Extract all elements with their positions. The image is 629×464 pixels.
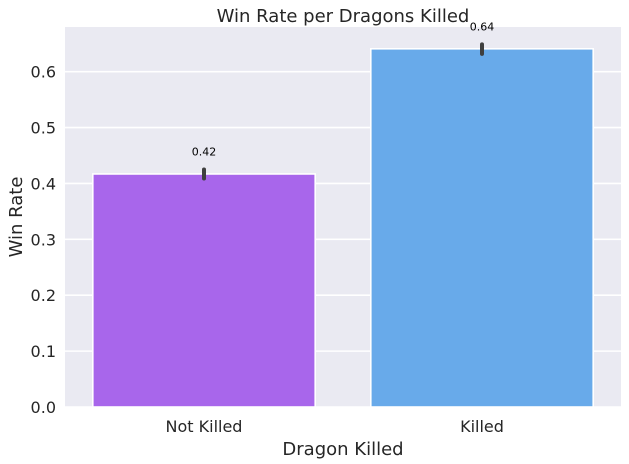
- x-tick-label: Killed: [460, 417, 504, 436]
- y-tick-labels: 0.0 0.1 0.2 0.3 0.4 0.5 0.6: [31, 63, 56, 417]
- error-bars: [202, 42, 484, 181]
- bar: [92, 173, 316, 408]
- y-tick-label: 0.3: [31, 230, 56, 249]
- x-axis-label: Dragon Killed: [282, 439, 403, 460]
- bar: [369, 47, 594, 408]
- data-label: 0.42: [192, 146, 217, 159]
- bars: [92, 47, 594, 408]
- y-tick-label: 0.4: [31, 174, 56, 193]
- y-tick-label: 0.6: [31, 63, 56, 82]
- y-tick-label: 0.0: [31, 398, 56, 417]
- y-axis-label: Win Rate: [6, 177, 27, 258]
- data-labels: 0.42 0.64: [192, 20, 495, 158]
- x-tick-label: Not Killed: [166, 417, 243, 436]
- y-tick-label: 0.5: [31, 119, 56, 138]
- data-label: 0.64: [470, 20, 495, 33]
- x-tick-labels: Not Killed Killed: [166, 417, 504, 436]
- y-tick-label: 0.2: [31, 286, 56, 305]
- y-tick-label: 0.1: [31, 342, 56, 361]
- chart-title: Win Rate per Dragons Killed: [217, 6, 470, 27]
